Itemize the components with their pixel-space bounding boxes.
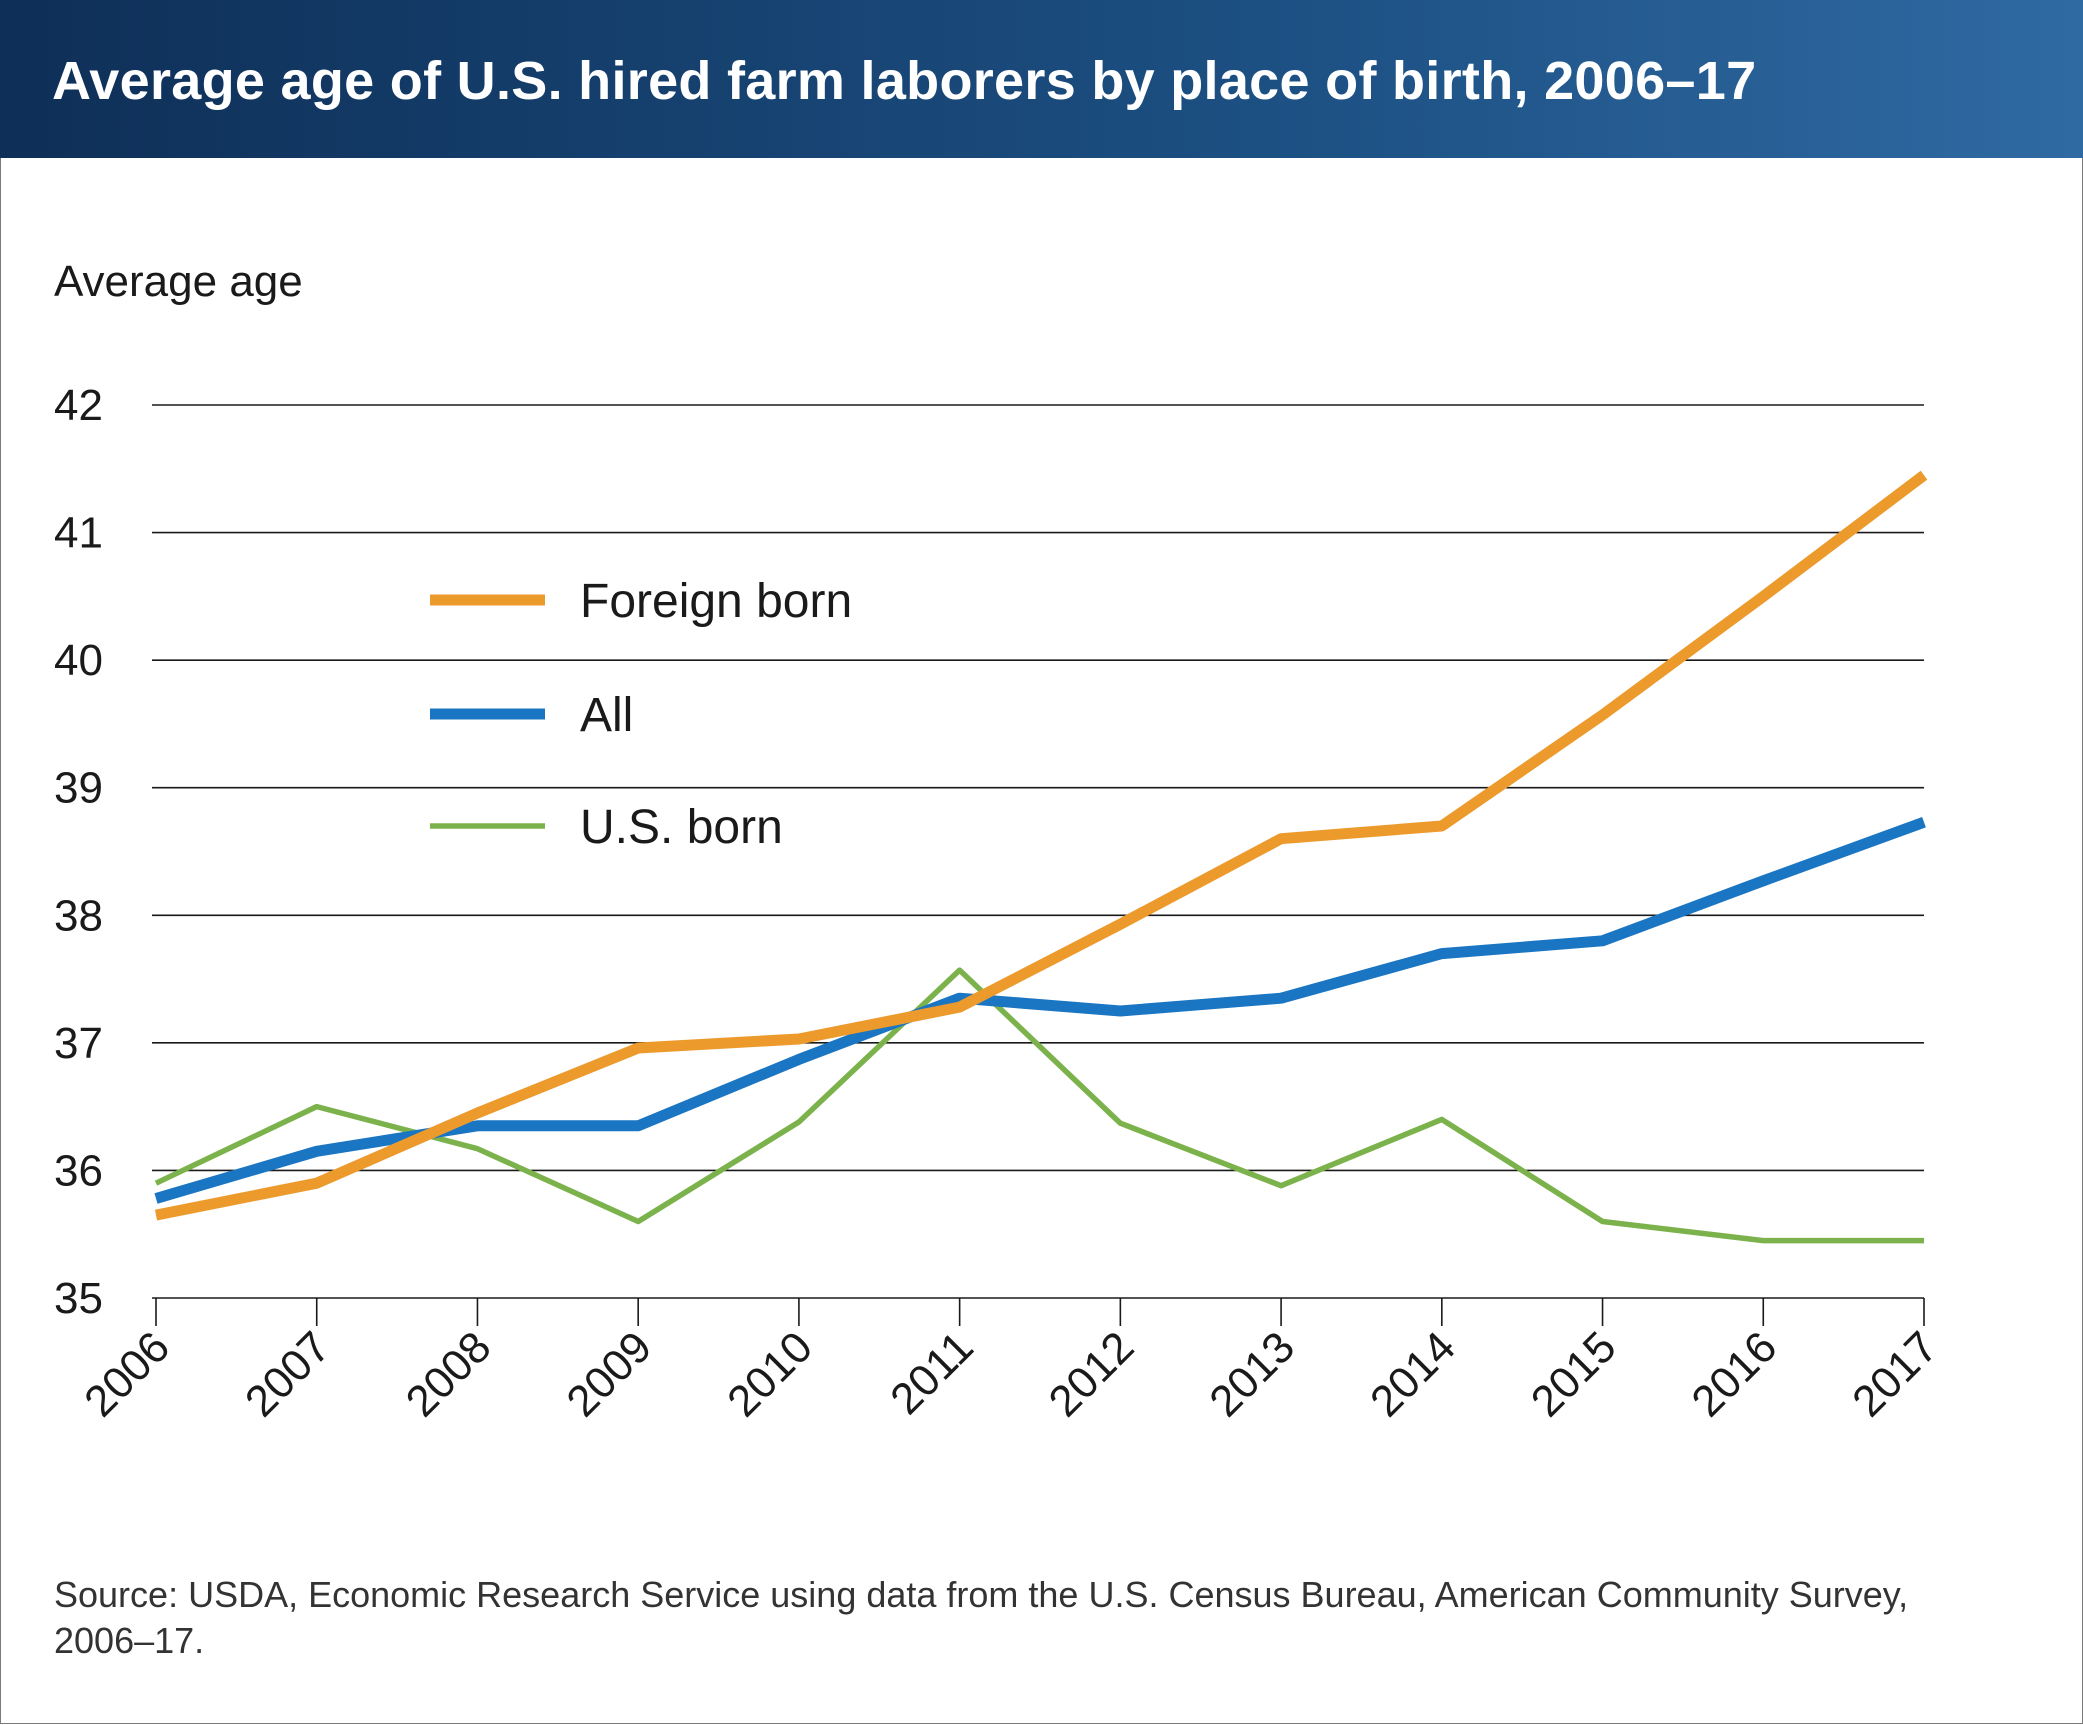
legend-label-foreign-born: Foreign born — [580, 575, 852, 628]
source-note: Source: USDA, Economic Research Service … — [54, 1574, 1909, 1661]
x-tick-label-2008: 2008 — [397, 1322, 501, 1426]
gridlines — [152, 404, 1924, 1299]
y-axis-ticks: 35 36 37 38 39 40 41 42 — [54, 381, 103, 1323]
legend: Foreign born All U.S. born — [430, 575, 852, 854]
y-tick-label-38: 38 — [54, 891, 103, 940]
y-tick-label-39: 39 — [54, 764, 103, 813]
y-tick-label-37: 37 — [54, 1019, 103, 1068]
x-tick-label-2011: 2011 — [881, 1322, 983, 1424]
x-axis: 2006 2007 2008 2009 2010 2011 2012 2013 2014 2015… — [75, 1298, 1947, 1426]
y-tick-label-41: 41 — [54, 509, 103, 558]
x-tick-label-2010: 2010 — [718, 1322, 822, 1426]
legend-label-u-s-born: U.S. born — [580, 801, 783, 854]
x-tick-label-2006: 2006 — [75, 1322, 179, 1426]
x-tick-label-2013: 2013 — [1200, 1322, 1304, 1426]
y-tick-label-36: 36 — [54, 1146, 103, 1195]
x-tick-label-2016: 2016 — [1682, 1322, 1786, 1426]
x-tick-label-2009: 2009 — [557, 1322, 661, 1426]
series-line-u-s-born — [154, 967, 1924, 1244]
x-tick-label-2012: 2012 — [1040, 1322, 1144, 1426]
y-axis-title: Average age — [54, 257, 303, 306]
series-line-foreign-born — [154, 470, 1928, 1221]
y-tick-label-40: 40 — [54, 636, 103, 685]
y-tick-label-42: 42 — [54, 381, 103, 430]
x-tick-label-2014: 2014 — [1361, 1322, 1465, 1426]
y-tick-label-35: 35 — [54, 1274, 103, 1323]
title-banner: Average age of U.S. hired farm laborers … — [0, 0, 2083, 158]
legend-label-all: All — [580, 689, 633, 742]
x-tick-label-2017: 2017 — [1843, 1322, 1947, 1426]
x-tick-label-2007: 2007 — [236, 1322, 340, 1426]
data-series — [154, 470, 1928, 1244]
x-tick-label-2015: 2015 — [1522, 1322, 1626, 1426]
chart-title: Average age of U.S. hired farm laborers … — [52, 51, 1757, 111]
